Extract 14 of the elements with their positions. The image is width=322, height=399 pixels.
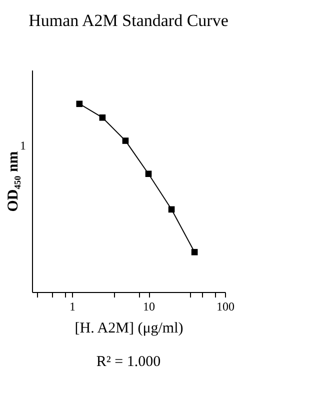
point	[191, 248, 198, 256]
y-axis-title: OD₄₅₀ nm	[6, 150, 22, 212]
x-tick-label: 100	[216, 300, 234, 314]
point	[76, 100, 83, 108]
x-tick-label: 10	[143, 300, 155, 314]
text: 1	[20, 138, 26, 152]
point	[99, 114, 106, 121]
point	[145, 170, 152, 178]
chart-title: Human A2M Standard Curve	[28, 11, 228, 30]
point	[122, 138, 129, 144]
text: R² = 1.000	[96, 354, 161, 370]
x-axis-title: [H. A2M] (μg/ml)	[74, 320, 184, 336]
point	[168, 206, 175, 213]
x-tick-label: 1	[70, 300, 76, 314]
